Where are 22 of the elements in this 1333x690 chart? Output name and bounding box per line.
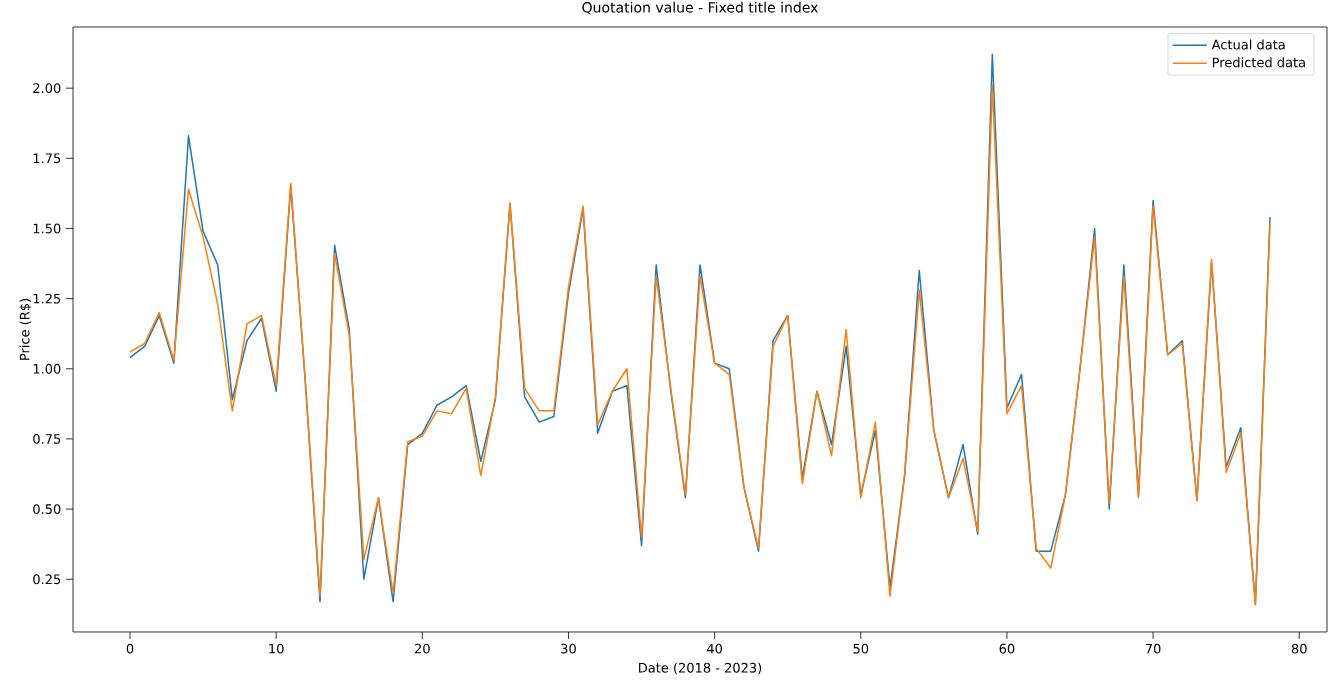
y-tick-label: 0.50 xyxy=(33,504,61,514)
x-tick-label: 60 xyxy=(999,643,1015,654)
x-tick-label: 70 xyxy=(1145,643,1161,654)
y-tick-label: 1.75 xyxy=(33,153,61,164)
y-tick-label: 2.00 xyxy=(33,83,61,94)
legend-label: Predicted data xyxy=(1212,57,1305,68)
x-tick-label: 20 xyxy=(414,643,430,654)
legend-label: Actual data xyxy=(1211,39,1285,50)
x-tick-label: 40 xyxy=(706,643,723,654)
x-tick-label: 0 xyxy=(126,643,134,654)
chart-title: Quotation value - Fixed title index xyxy=(582,1,818,15)
y-axis-title: Price (R$) xyxy=(19,298,32,360)
x-tick-label: 50 xyxy=(853,643,869,654)
x-tick-label: 80 xyxy=(1291,643,1307,654)
y-tick-label: 1.50 xyxy=(33,223,61,234)
x-axis-title: Date (2018 - 2023) xyxy=(639,662,762,675)
y-tick-label: 1.25 xyxy=(33,293,61,304)
y-tick-label: 0.75 xyxy=(33,434,61,444)
x-tick-label: 30 xyxy=(561,643,576,654)
y-tick-label: 0.25 xyxy=(33,574,61,585)
y-tick-label: 1.00 xyxy=(33,363,61,374)
x-tick-label: 10 xyxy=(269,643,284,654)
